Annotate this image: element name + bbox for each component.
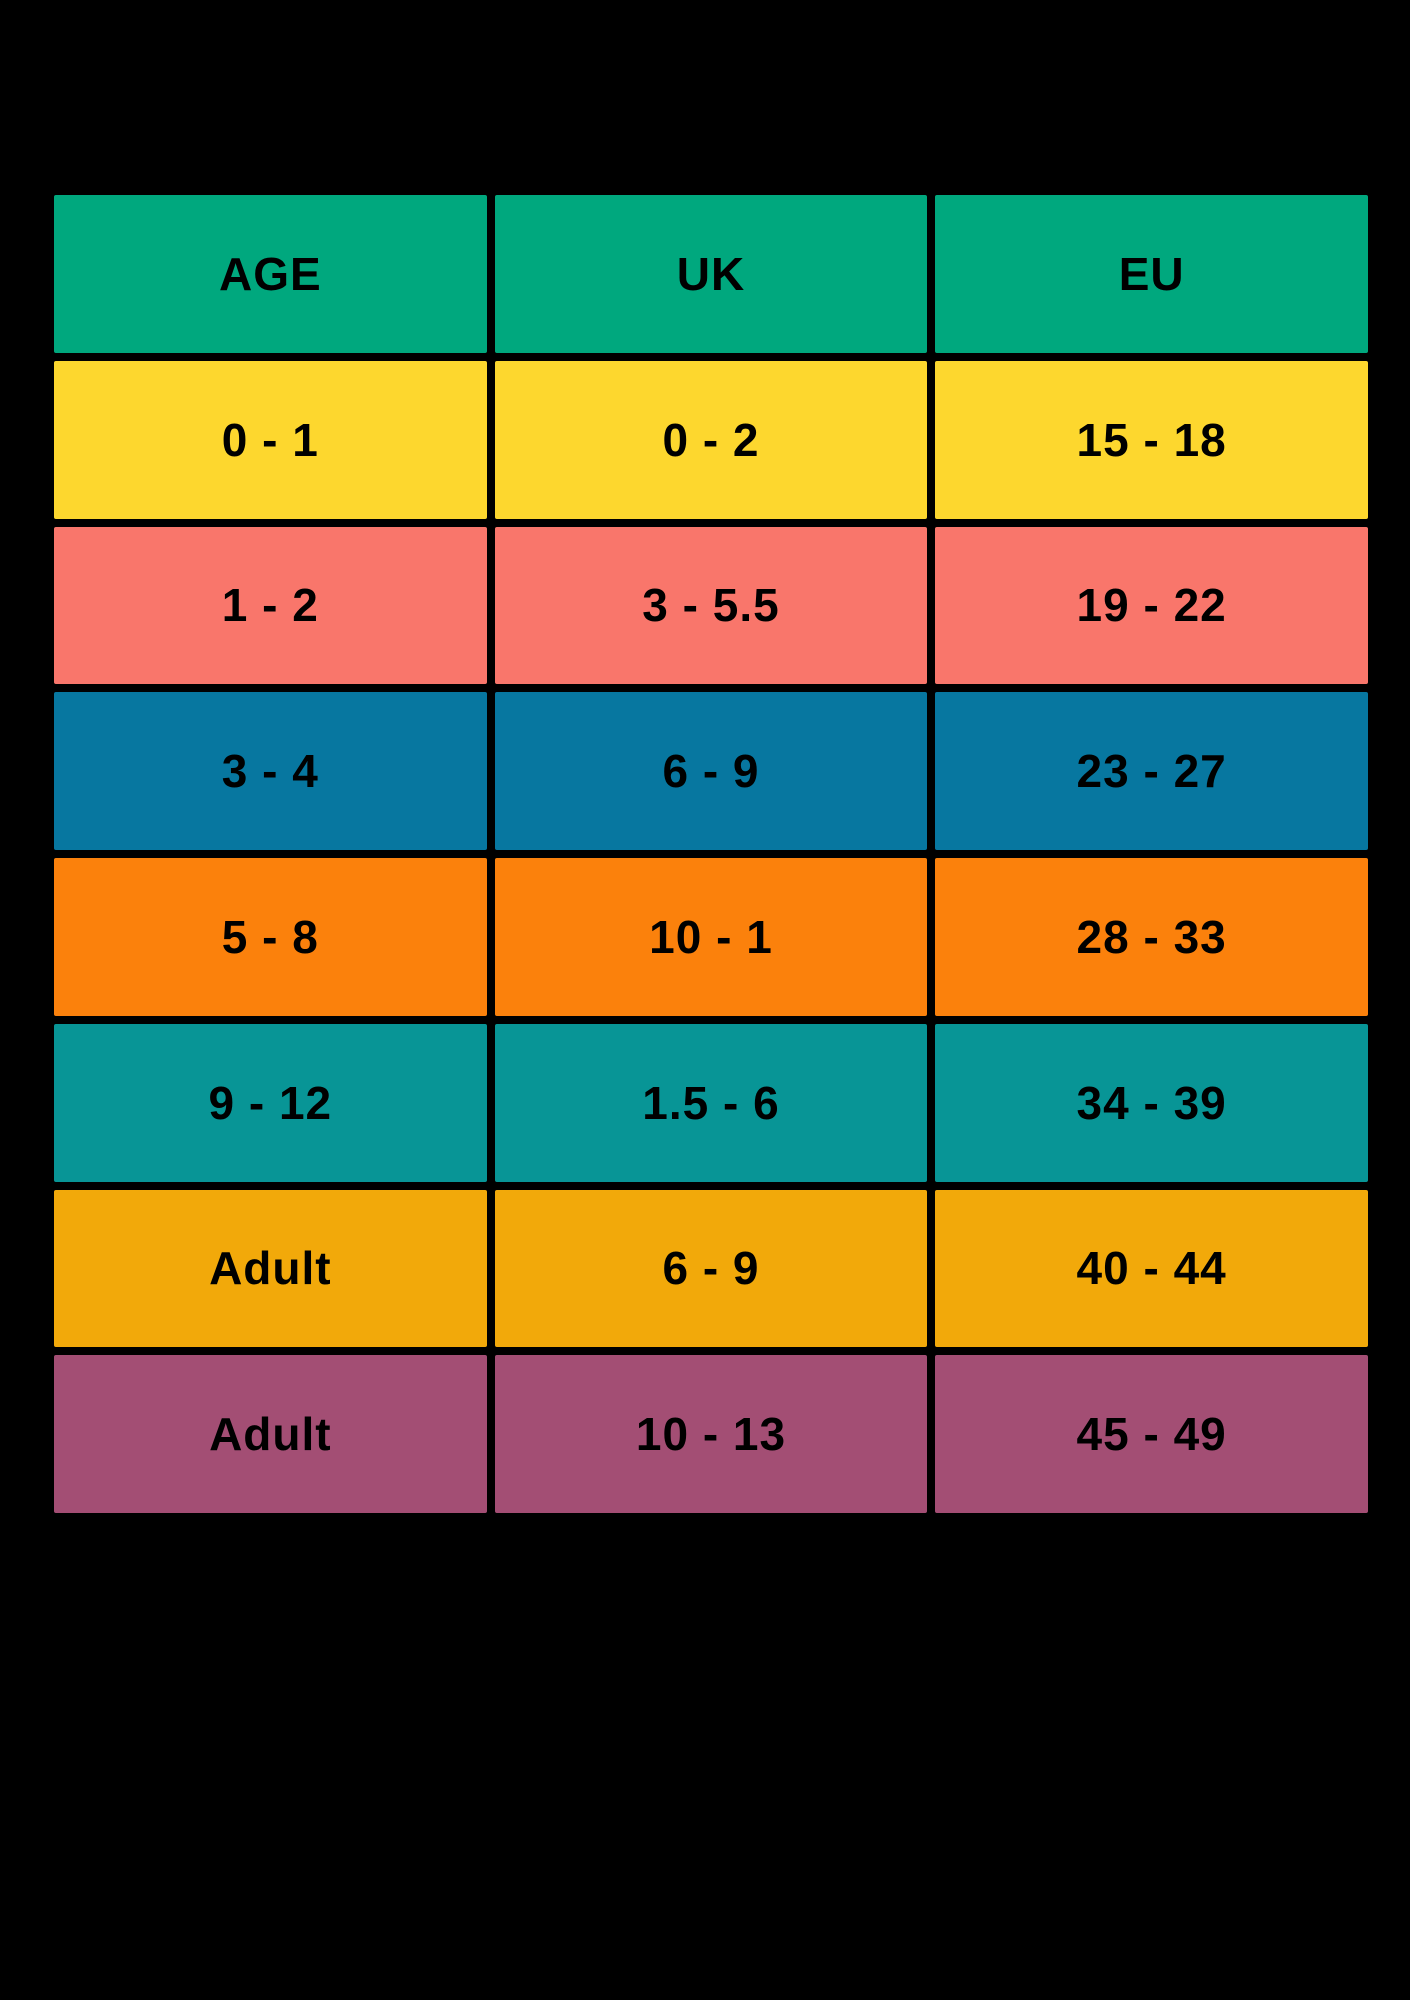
column-header-age: AGE <box>54 195 487 353</box>
eu-cell: 23 - 27 <box>935 692 1368 850</box>
size-chart-table: AGE UK EU 0 - 1 0 - 2 15 - 18 1 - 2 3 - … <box>54 195 1368 1513</box>
table-row: 1 - 2 3 - 5.5 19 - 22 <box>54 526 1368 685</box>
uk-cell: 10 - 1 <box>494 858 928 1016</box>
uk-cell: 6 - 9 <box>494 1189 928 1348</box>
age-cell: Adult <box>54 1189 487 1348</box>
age-cell: 0 - 1 <box>54 360 487 519</box>
uk-cell: 3 - 5.5 <box>494 526 928 685</box>
column-header-eu: EU <box>935 195 1368 353</box>
table-header-row: AGE UK EU <box>54 195 1368 353</box>
table-row: Adult 10 - 13 45 - 49 <box>54 1355 1368 1513</box>
table-row: 3 - 4 6 - 9 23 - 27 <box>54 692 1368 850</box>
age-cell: Adult <box>54 1355 487 1513</box>
eu-cell: 15 - 18 <box>935 360 1368 519</box>
table-row: 9 - 12 1.5 - 6 34 - 39 <box>54 1023 1368 1182</box>
uk-cell: 0 - 2 <box>494 360 928 519</box>
eu-cell: 45 - 49 <box>935 1355 1368 1513</box>
age-cell: 9 - 12 <box>54 1023 487 1182</box>
column-header-uk: UK <box>494 195 928 353</box>
uk-cell: 1.5 - 6 <box>494 1023 928 1182</box>
eu-cell: 19 - 22 <box>935 526 1368 685</box>
age-cell: 3 - 4 <box>54 692 487 850</box>
uk-cell: 6 - 9 <box>494 692 928 850</box>
table-row: Adult 6 - 9 40 - 44 <box>54 1189 1368 1348</box>
table-row: 5 - 8 10 - 1 28 - 33 <box>54 858 1368 1016</box>
eu-cell: 28 - 33 <box>935 858 1368 1016</box>
table-row: 0 - 1 0 - 2 15 - 18 <box>54 360 1368 519</box>
age-cell: 5 - 8 <box>54 858 487 1016</box>
eu-cell: 34 - 39 <box>935 1023 1368 1182</box>
eu-cell: 40 - 44 <box>935 1189 1368 1348</box>
uk-cell: 10 - 13 <box>494 1355 928 1513</box>
age-cell: 1 - 2 <box>54 526 487 685</box>
